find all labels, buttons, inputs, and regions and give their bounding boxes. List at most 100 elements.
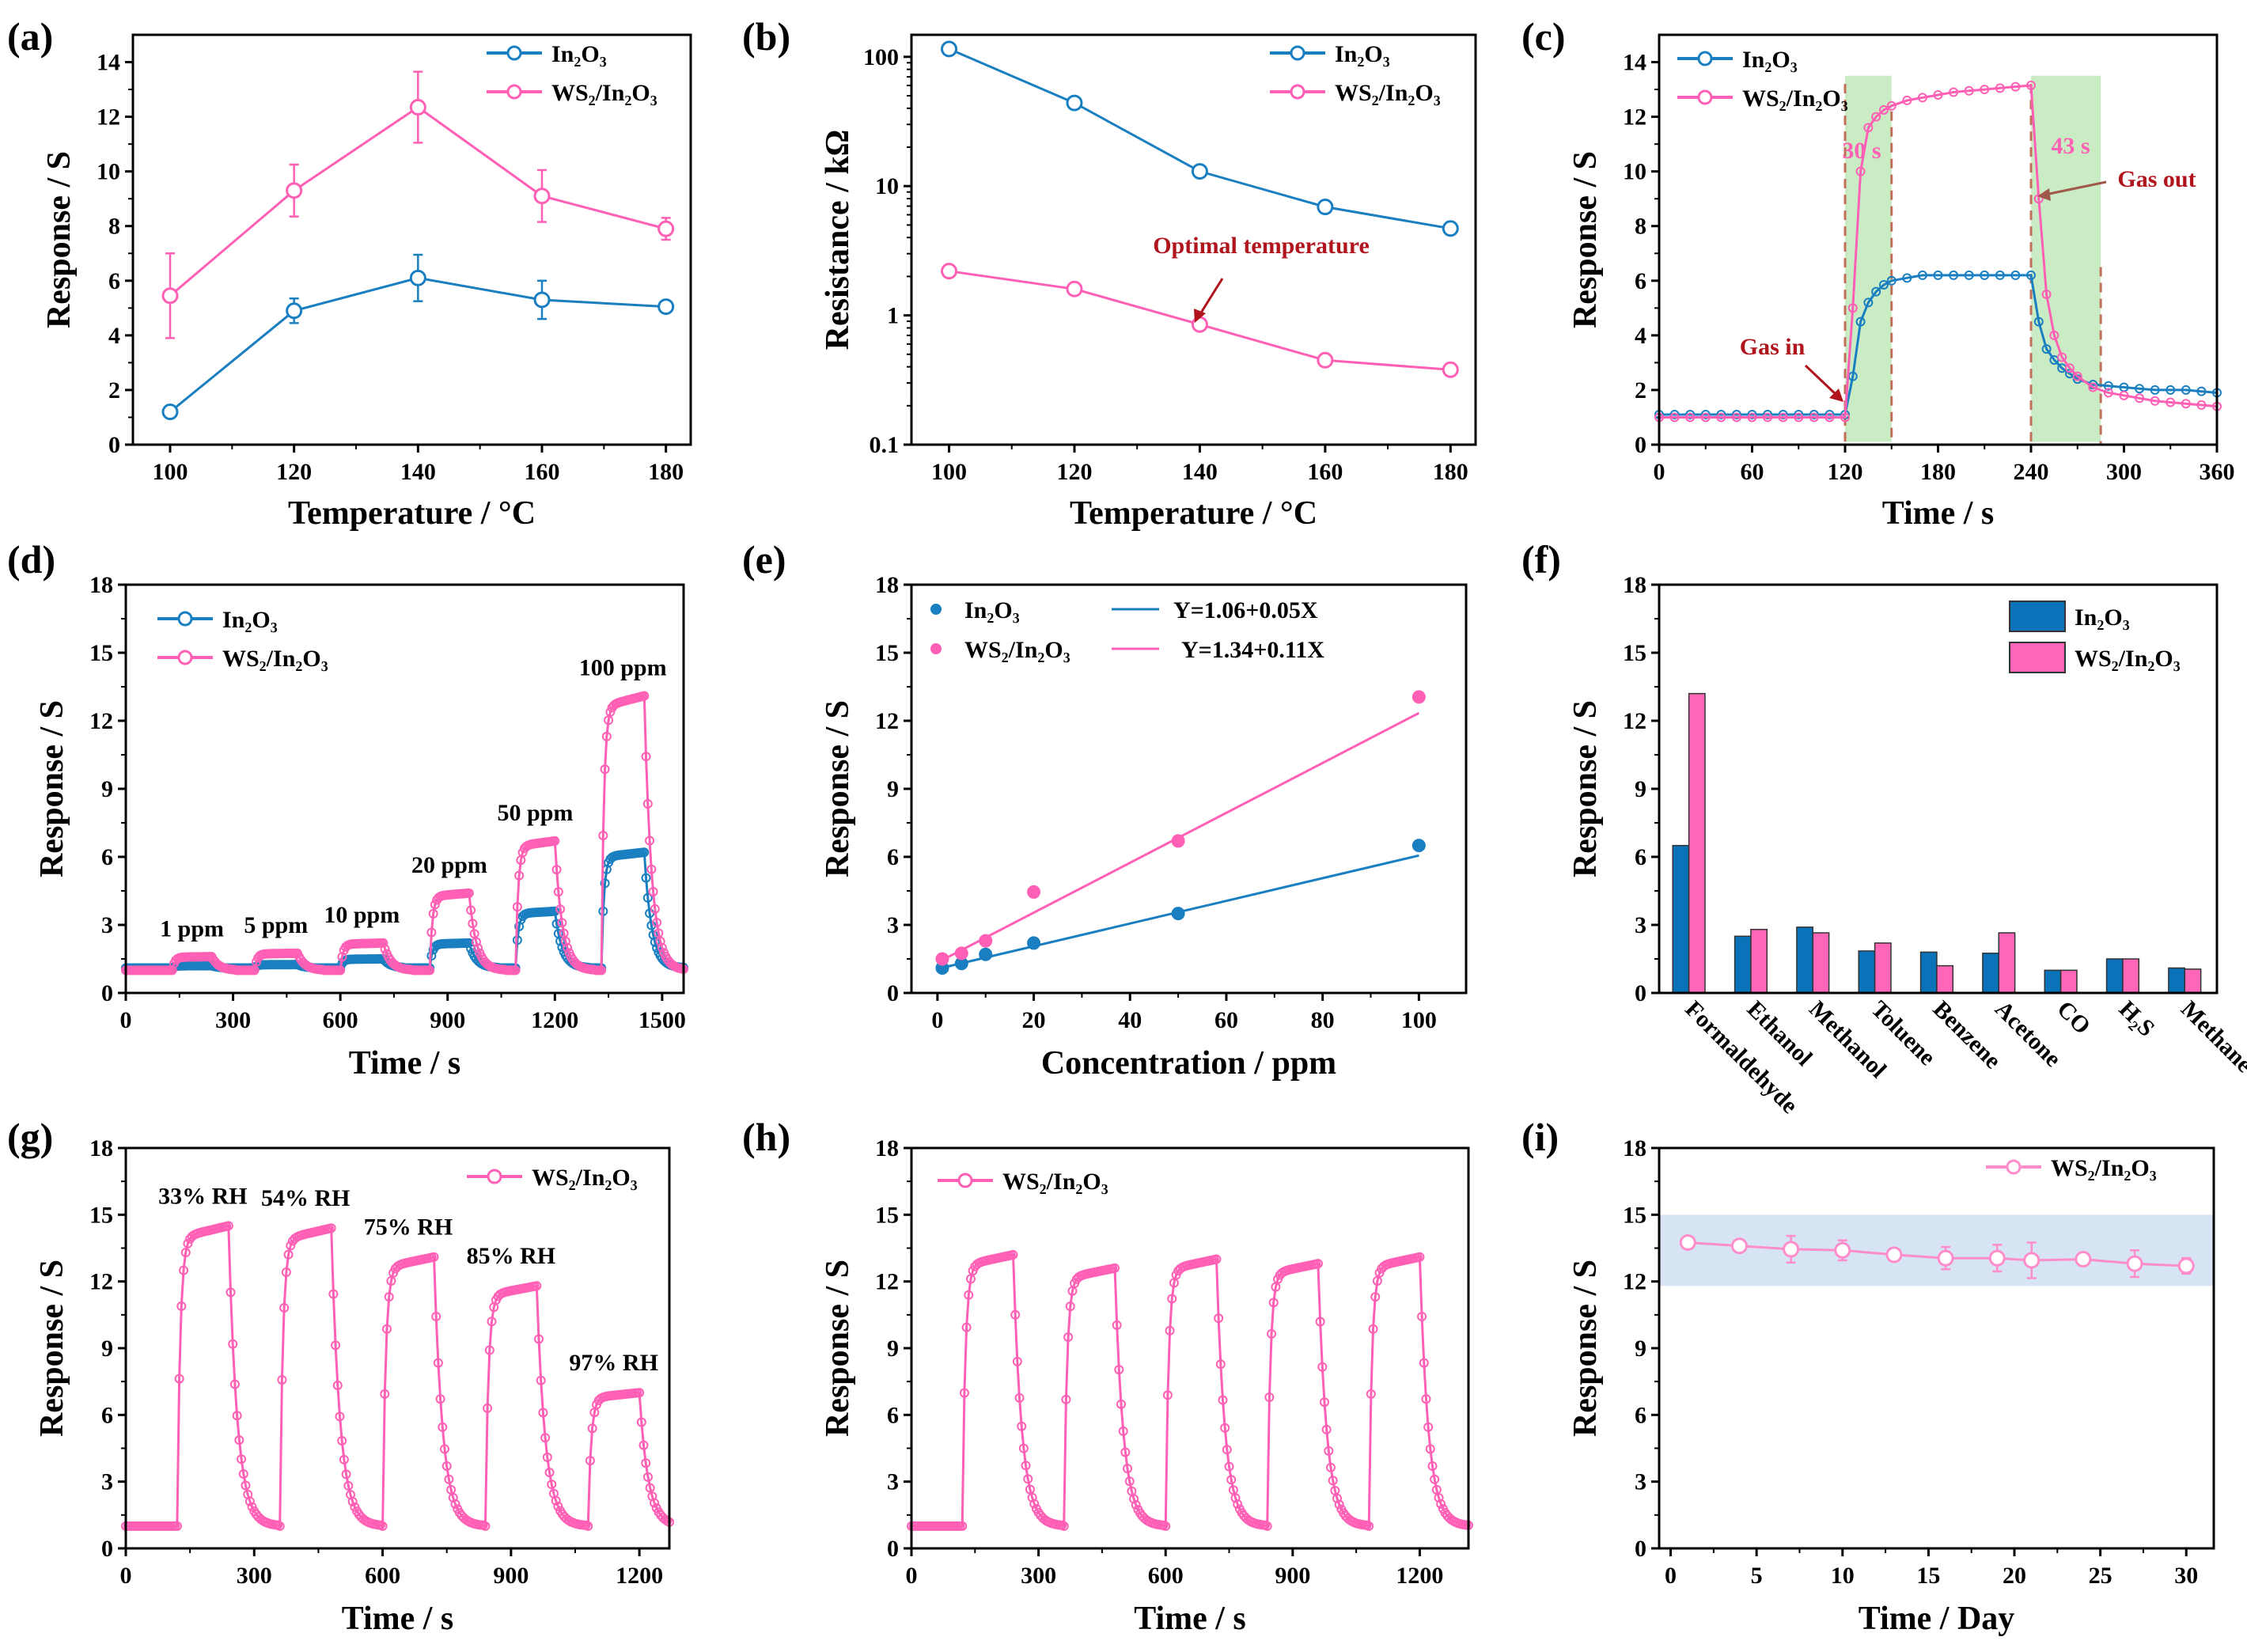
- axis-ticks: 0.1 1 10 100 100 120 140 160 180: [863, 44, 1468, 485]
- data-point: [1372, 1275, 1382, 1286]
- data-point: [1669, 412, 1680, 422]
- y-tick-label: 0: [1635, 432, 1646, 458]
- data-point: [1436, 1499, 1446, 1509]
- data-point: [2010, 81, 2021, 92]
- x-tick-label: 180: [1920, 459, 1956, 485]
- legend: WS₂/In₂O₃: [467, 1165, 638, 1191]
- y-tick-label: 3: [887, 1469, 899, 1495]
- legend-marker: [506, 45, 522, 61]
- data-point: [1017, 1421, 1027, 1431]
- data-point: [1716, 412, 1726, 422]
- plot-frame: [910, 33, 1477, 446]
- data-point: [1863, 123, 1874, 133]
- panel-label: (h): [742, 1115, 790, 1159]
- data-point: [1215, 1359, 1226, 1370]
- series-group: 33% RH 54% RH 75% RH 85% RH 97% RH: [121, 1183, 674, 1531]
- data-point: [386, 1275, 396, 1286]
- annotation-gas-out: Gas out: [2117, 166, 2196, 192]
- category-label: Formaldehyde: [1680, 996, 1802, 1119]
- data-point: [1124, 1476, 1135, 1487]
- data-point: [1863, 297, 1874, 308]
- bar-formaldehyde-1: [1688, 692, 1706, 994]
- data-point: [1783, 1241, 1800, 1258]
- data-point: [1218, 1395, 1228, 1405]
- data-point: [2010, 270, 2021, 280]
- category-label: H₂S: [2114, 996, 2160, 1042]
- y-axis-label: Response / S: [1567, 1260, 1604, 1437]
- data-point: [1442, 361, 1459, 378]
- legend-marker: [1697, 51, 1713, 66]
- panel-i: (i) 0 3 6 9 12 15 18 0 5 10 15 20 25 30 Time / Day Respo…: [1521, 1115, 2215, 1637]
- data-point: [440, 1444, 450, 1454]
- y-tick-label: 18: [1623, 1135, 1646, 1161]
- data-point: [600, 878, 610, 889]
- data-point: [1933, 89, 1943, 100]
- data-point: [464, 888, 474, 898]
- data-point: [450, 1499, 460, 1509]
- x-tick-label: 900: [430, 1007, 465, 1033]
- data-point: [645, 1483, 655, 1493]
- data-point: [1131, 1500, 1141, 1510]
- series-group: [907, 1249, 1473, 1531]
- axis-ticks: 0 2 4 6 8 10 12 14 0 60 120 180 240 300 360: [1623, 50, 2235, 485]
- panel-d: (d) 0 3 6 9 12 15 18 0 300 600 900 1200 1500 Time / s R…: [7, 537, 688, 1082]
- data-point: [1220, 1423, 1230, 1433]
- data-point: [1116, 1399, 1127, 1409]
- data-point: [1334, 1499, 1344, 1510]
- x-axis-label: Temperature / °C: [1070, 495, 1317, 532]
- x-tick-label: 120: [276, 459, 312, 485]
- pulse-label: 54% RH: [261, 1185, 351, 1211]
- data-point: [1066, 94, 1083, 112]
- stability-band: [1659, 1214, 2214, 1286]
- data-point: [1434, 1493, 1444, 1503]
- data-point: [1886, 100, 1896, 111]
- legend-label: WS₂/In₂O₃: [1742, 85, 1848, 112]
- data-point: [1855, 316, 1866, 327]
- legend-marker: [177, 650, 193, 665]
- legend-label: WS₂/In₂O₃: [551, 80, 657, 106]
- data-point: [341, 1469, 351, 1480]
- data-point: [161, 404, 179, 421]
- x-axis-label: Temperature / °C: [288, 495, 536, 532]
- data-point: [1431, 1484, 1442, 1495]
- x-tick-label: 360: [2200, 459, 2235, 485]
- legend-label: WS₂/In₂O₃: [532, 1165, 638, 1191]
- legend-label: In₂O₃: [222, 607, 278, 633]
- data-point: [1685, 410, 1696, 420]
- data-point: [652, 918, 662, 928]
- data-point: [959, 1388, 969, 1398]
- data-point: [957, 1521, 968, 1531]
- plot-frame: [131, 33, 692, 446]
- series-group: [1654, 80, 2222, 422]
- y-tick-label: 12: [1623, 104, 1646, 131]
- x-tick-label: 10: [1831, 1563, 1855, 1589]
- data-point: [480, 1521, 491, 1531]
- data-point: [232, 1411, 242, 1421]
- data-point: [1222, 1445, 1232, 1455]
- y-tick-label: 9: [101, 776, 113, 802]
- data-point: [1716, 410, 1726, 420]
- x-tick-label: 20: [1022, 1007, 1046, 1033]
- data-point: [648, 886, 658, 896]
- series-line-0: [1659, 274, 2218, 416]
- data-point: [555, 936, 566, 946]
- data-point: [337, 952, 347, 962]
- data-point: [1871, 112, 1881, 122]
- legend-label: In₂O₃: [551, 41, 607, 67]
- data-point: [2041, 290, 2052, 300]
- data-point: [1021, 1461, 1031, 1471]
- pulse-label: 85% RH: [467, 1243, 556, 1269]
- data-point: [642, 798, 653, 809]
- data-point: [1214, 1313, 1224, 1324]
- fit-line-1: [937, 711, 1420, 964]
- x-tick-label: 0: [931, 1007, 943, 1033]
- y-tick-label: 15: [875, 640, 899, 666]
- data-point: [587, 1423, 597, 1434]
- data-point: [964, 1290, 974, 1300]
- series-group: FormaldehydeEthanolMethanolTolueneBenzen…: [1672, 692, 2247, 1119]
- data-point: [1964, 85, 1974, 96]
- data-point: [1366, 1389, 1376, 1399]
- legend-marker: [1697, 89, 1713, 105]
- x-tick-label: 0: [1665, 1563, 1677, 1589]
- data-point: [234, 1435, 244, 1446]
